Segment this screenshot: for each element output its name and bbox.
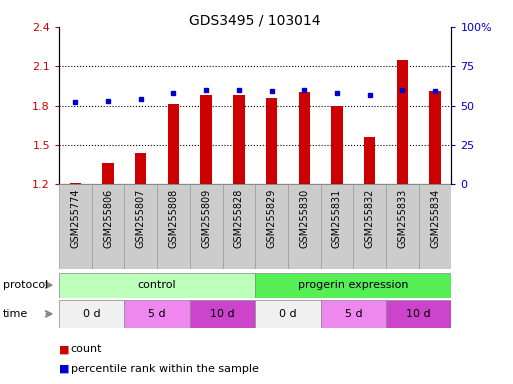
FancyBboxPatch shape <box>255 273 451 298</box>
FancyBboxPatch shape <box>92 184 124 269</box>
Text: GSM255833: GSM255833 <box>398 189 407 248</box>
FancyBboxPatch shape <box>321 300 386 328</box>
Text: ■: ■ <box>59 344 69 354</box>
FancyBboxPatch shape <box>386 184 419 269</box>
Text: GSM255834: GSM255834 <box>430 189 440 248</box>
FancyBboxPatch shape <box>59 300 124 328</box>
Bar <box>331 106 343 184</box>
Text: GSM255832: GSM255832 <box>365 189 374 248</box>
Text: GSM255831: GSM255831 <box>332 189 342 248</box>
FancyBboxPatch shape <box>321 184 353 269</box>
Text: protocol: protocol <box>3 280 48 290</box>
Text: 10 d: 10 d <box>210 309 235 319</box>
FancyBboxPatch shape <box>124 184 157 269</box>
Bar <box>233 95 245 184</box>
Bar <box>397 60 408 184</box>
Text: GSM255774: GSM255774 <box>70 189 81 248</box>
Bar <box>201 95 212 184</box>
FancyBboxPatch shape <box>59 184 92 269</box>
Bar <box>135 153 147 184</box>
Text: GSM255807: GSM255807 <box>136 189 146 248</box>
Text: GSM255830: GSM255830 <box>299 189 309 248</box>
Text: GSM255806: GSM255806 <box>103 189 113 248</box>
Text: time: time <box>3 309 28 319</box>
Text: 0 d: 0 d <box>279 309 297 319</box>
Bar <box>168 104 179 184</box>
FancyBboxPatch shape <box>124 300 190 328</box>
Bar <box>429 91 441 184</box>
Text: count: count <box>71 344 102 354</box>
Text: GSM255808: GSM255808 <box>168 189 179 248</box>
FancyBboxPatch shape <box>157 184 190 269</box>
Text: 0 d: 0 d <box>83 309 101 319</box>
Bar <box>364 137 376 184</box>
FancyBboxPatch shape <box>386 300 451 328</box>
Text: GDS3495 / 103014: GDS3495 / 103014 <box>189 13 321 27</box>
Text: percentile rank within the sample: percentile rank within the sample <box>71 364 259 374</box>
Bar <box>70 183 81 184</box>
FancyBboxPatch shape <box>190 184 223 269</box>
FancyBboxPatch shape <box>59 273 255 298</box>
Text: 5 d: 5 d <box>148 309 166 319</box>
FancyBboxPatch shape <box>353 184 386 269</box>
Text: GSM255809: GSM255809 <box>201 189 211 248</box>
Text: 5 d: 5 d <box>345 309 362 319</box>
Bar <box>299 93 310 184</box>
FancyBboxPatch shape <box>419 184 451 269</box>
Bar <box>266 98 278 184</box>
FancyBboxPatch shape <box>223 184 255 269</box>
Text: GSM255828: GSM255828 <box>234 189 244 248</box>
Text: ■: ■ <box>59 364 69 374</box>
FancyBboxPatch shape <box>288 184 321 269</box>
Text: control: control <box>138 280 176 290</box>
Text: 10 d: 10 d <box>406 309 431 319</box>
Text: GSM255829: GSM255829 <box>267 189 277 248</box>
FancyBboxPatch shape <box>255 300 321 328</box>
FancyBboxPatch shape <box>190 300 255 328</box>
FancyBboxPatch shape <box>255 184 288 269</box>
Text: progerin expression: progerin expression <box>298 280 408 290</box>
Bar <box>102 163 114 184</box>
